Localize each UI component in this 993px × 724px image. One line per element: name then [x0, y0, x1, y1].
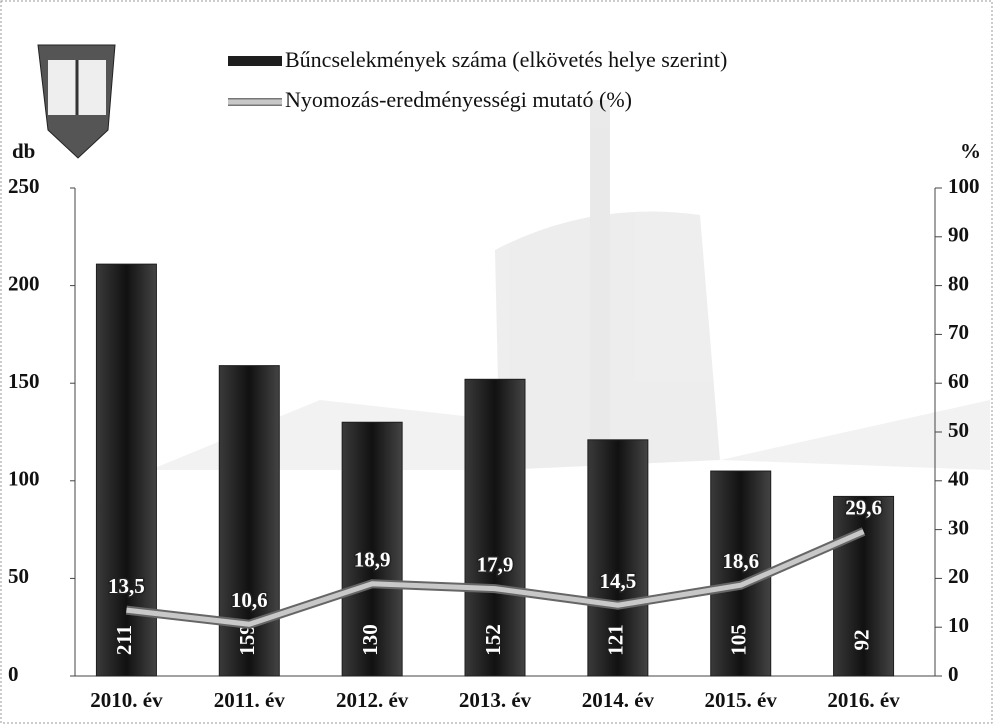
- background-building: [150, 100, 990, 470]
- line-value-label: 18,6: [722, 549, 759, 573]
- legend-label: Nyomozás-eredményességi mutató (%): [285, 87, 632, 112]
- y-axis-label: db: [12, 139, 35, 163]
- bar-value-label: 92: [849, 630, 873, 651]
- bar: [833, 495, 895, 677]
- x-tick-label: 2015. év: [705, 688, 778, 712]
- bar-value-label: 159: [235, 624, 259, 656]
- y-tick-label: 100: [8, 467, 40, 491]
- line: [126, 529, 865, 627]
- line-value-label: 29,6: [845, 495, 882, 519]
- y-tick-label: 50: [8, 564, 29, 588]
- bar-value-label: 152: [481, 624, 505, 656]
- y2-tick-label: 100: [948, 174, 980, 198]
- x-tick-label: 2011. év: [214, 688, 286, 712]
- y2-tick-label: 10: [948, 613, 969, 637]
- y2-tick-label: 20: [948, 564, 969, 588]
- bar: [464, 378, 526, 677]
- y-tick-label: 150: [8, 369, 40, 393]
- line-value-label: 13,5: [108, 574, 145, 598]
- bar: [587, 439, 649, 677]
- y2-tick-label: 70: [948, 320, 969, 344]
- line-value-label: 18,9: [354, 548, 391, 572]
- x-tick-label: 2014. év: [582, 688, 655, 712]
- x-tick-label: 2012. év: [336, 688, 409, 712]
- y-tick-label: 200: [8, 271, 40, 295]
- line-value-label: 17,9: [477, 552, 514, 576]
- x-tick-label: 2016. év: [827, 688, 900, 712]
- bar: [341, 421, 403, 677]
- logo: [37, 44, 116, 159]
- y2-tick-label: 80: [948, 271, 969, 295]
- y2-tick-label: 50: [948, 418, 969, 442]
- x-tick-label: 2010. év: [90, 688, 163, 712]
- y2-tick-label: 60: [948, 369, 969, 393]
- legend-label: Bűncselekmények száma (elkövetés helye s…: [285, 47, 727, 72]
- x-tick-label: 2013. év: [459, 688, 532, 712]
- y-tick-label: 0: [8, 662, 19, 686]
- y2-tick-label: 40: [948, 467, 969, 491]
- bar-value-label: 130: [358, 624, 382, 656]
- y-tick-label: 250: [8, 174, 40, 198]
- y2-tick-label: 0: [948, 662, 959, 686]
- bar-value-label: 211: [112, 625, 136, 655]
- bar-value-label: 121: [604, 624, 628, 656]
- y2-axis-label: %: [960, 139, 981, 163]
- line-value-label: 10,6: [231, 588, 268, 612]
- bar-value-label: 105: [727, 624, 751, 656]
- y2-tick-label: 90: [948, 223, 969, 247]
- y2-tick-label: 30: [948, 515, 969, 539]
- bar: [95, 263, 157, 677]
- legend-swatch: [228, 56, 282, 66]
- line-value-label: 14,5: [599, 569, 636, 593]
